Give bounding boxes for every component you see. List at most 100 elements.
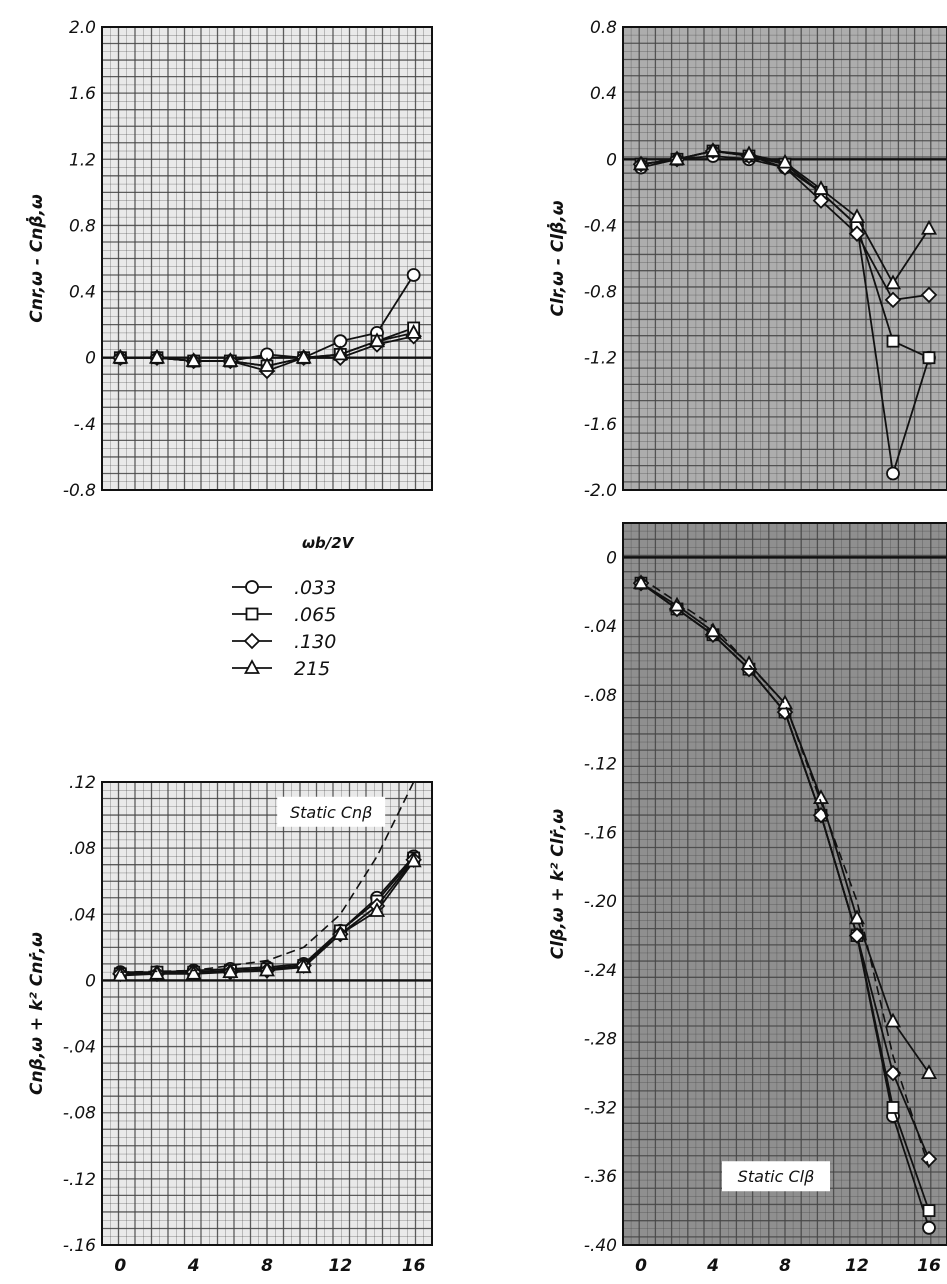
y-tick-label: 0 <box>85 971 96 991</box>
x-tick-label: 4 <box>706 1256 719 1276</box>
y-tick-label: -.12 <box>63 1170 96 1190</box>
legend-item: .130 <box>232 631 336 653</box>
data-point <box>112 348 129 364</box>
data-point <box>258 961 276 977</box>
data-point <box>922 1204 936 1218</box>
legend-label: 215 <box>294 658 330 680</box>
data-point <box>148 964 166 980</box>
series-Static-Cl- <box>640 577 930 1168</box>
series-Static-Cn- <box>120 781 415 973</box>
data-point <box>740 655 758 670</box>
x-tick-label: 0 <box>114 1256 126 1276</box>
grid <box>622 522 947 1246</box>
annotation-text: Static Clβ <box>738 1167 815 1186</box>
legend-label: .065 <box>294 604 336 626</box>
legend-marker <box>243 632 261 650</box>
annotation-text: Static Cnβ <box>290 803 372 822</box>
x-tick-label: 12 <box>328 1256 352 1276</box>
y-tick-label: 0.8 <box>69 216 96 236</box>
data-point <box>776 694 794 710</box>
data-point <box>704 142 722 157</box>
y-axis-label: Cnβ,ω + k² Cnṙ,ω <box>27 932 47 1095</box>
y-tick-label: 0 <box>606 150 617 170</box>
chart-panel-1: -0.8 -.4 0 0.4 0.8 1.2 1.6 2.0 Cnr,ω - Cnβ̇,ω <box>25 18 433 501</box>
data-point <box>112 966 129 982</box>
x-tick-label: 0 <box>635 1256 647 1276</box>
y-tick-label: -.04 <box>63 1038 96 1058</box>
y-tick-label: -.08 <box>63 1104 96 1124</box>
data-point <box>740 145 758 161</box>
y-tick-label: -.32 <box>584 1098 617 1118</box>
data-point <box>368 332 386 348</box>
y-tick-label: 1.6 <box>69 84 96 104</box>
data-point <box>922 1220 936 1235</box>
y-tick-label: -2.0 <box>584 481 617 501</box>
y-tick-label: -0.4 <box>584 216 617 236</box>
static-line <box>120 781 415 973</box>
series--215 <box>112 324 422 372</box>
data-point <box>368 902 386 917</box>
y-tick-label: -0.8 <box>63 481 96 501</box>
legend-item: 215 <box>232 658 330 680</box>
x-tick-label: 12 <box>845 1256 869 1276</box>
data-point <box>222 352 239 367</box>
legend-marker <box>245 580 259 594</box>
y-tick-label: 0 <box>85 349 96 369</box>
x-tick-label: 8 <box>779 1256 791 1276</box>
legend-item: .033 <box>232 577 336 599</box>
legend-marker <box>243 659 261 674</box>
y-tick-label: 1.2 <box>69 150 96 170</box>
series--215 <box>112 852 422 982</box>
y-tick-label: .04 <box>69 905 96 925</box>
data-point <box>405 852 422 868</box>
static-line <box>640 577 930 1168</box>
y-tick-label: 0.8 <box>590 18 617 38</box>
y-tick-label: -.40 <box>584 1236 617 1256</box>
data-point <box>222 963 239 979</box>
y-tick-label: -.24 <box>584 961 617 981</box>
data-point <box>332 925 349 941</box>
data-point <box>884 274 902 290</box>
y-tick-label: -0.8 <box>584 283 617 303</box>
data-point <box>295 958 312 974</box>
data-point <box>848 909 866 925</box>
y-tick-label: -1.6 <box>584 415 617 435</box>
plot-frame <box>101 781 433 1246</box>
y-tick-label: 2.0 <box>69 18 96 38</box>
data-point <box>333 334 348 349</box>
y-tick-label: -.16 <box>63 1236 96 1256</box>
x-tick-label: 8 <box>261 1256 273 1276</box>
legend-marker <box>245 607 259 621</box>
data-point <box>185 964 202 980</box>
x-tick-label: 16 <box>917 1256 941 1276</box>
data-point <box>406 268 421 282</box>
y-tick-label: -.08 <box>584 686 617 706</box>
y-axis-label: Clβ,ω + k² Clṙ,ω <box>548 809 568 960</box>
data-point <box>405 324 422 339</box>
data-point <box>295 348 312 364</box>
chart-panel-3: -.16-.12-.08-.040.04.08.120481216Angle o… <box>27 773 433 1276</box>
y-tick-label: -.36 <box>584 1167 617 1187</box>
data-point <box>632 574 650 590</box>
y-tick-label: -1.2 <box>584 349 617 369</box>
data-point <box>886 1101 900 1114</box>
data-point <box>848 225 866 242</box>
x-tick-label: 16 <box>402 1256 426 1276</box>
data-point <box>258 357 276 372</box>
y-tick-label: .12 <box>69 773 96 793</box>
data-point <box>884 1012 902 1028</box>
data-point <box>332 345 349 361</box>
y-axis-label: Clr,ω - Clβ̇,ω <box>546 200 568 316</box>
annotation-box <box>722 1161 830 1192</box>
data-point <box>886 334 900 348</box>
data-point <box>920 286 938 304</box>
y-axis-label: Cnr,ω - Cnβ̇,ω <box>25 194 47 323</box>
data-point <box>812 192 830 209</box>
data-point <box>776 153 794 169</box>
data-point <box>812 180 830 195</box>
y-tick-label: 0 <box>606 548 617 568</box>
data-point <box>148 348 166 364</box>
legend-title: ωb/2V <box>302 534 355 552</box>
legend-label: .130 <box>294 631 336 653</box>
data-point <box>920 1064 938 1079</box>
